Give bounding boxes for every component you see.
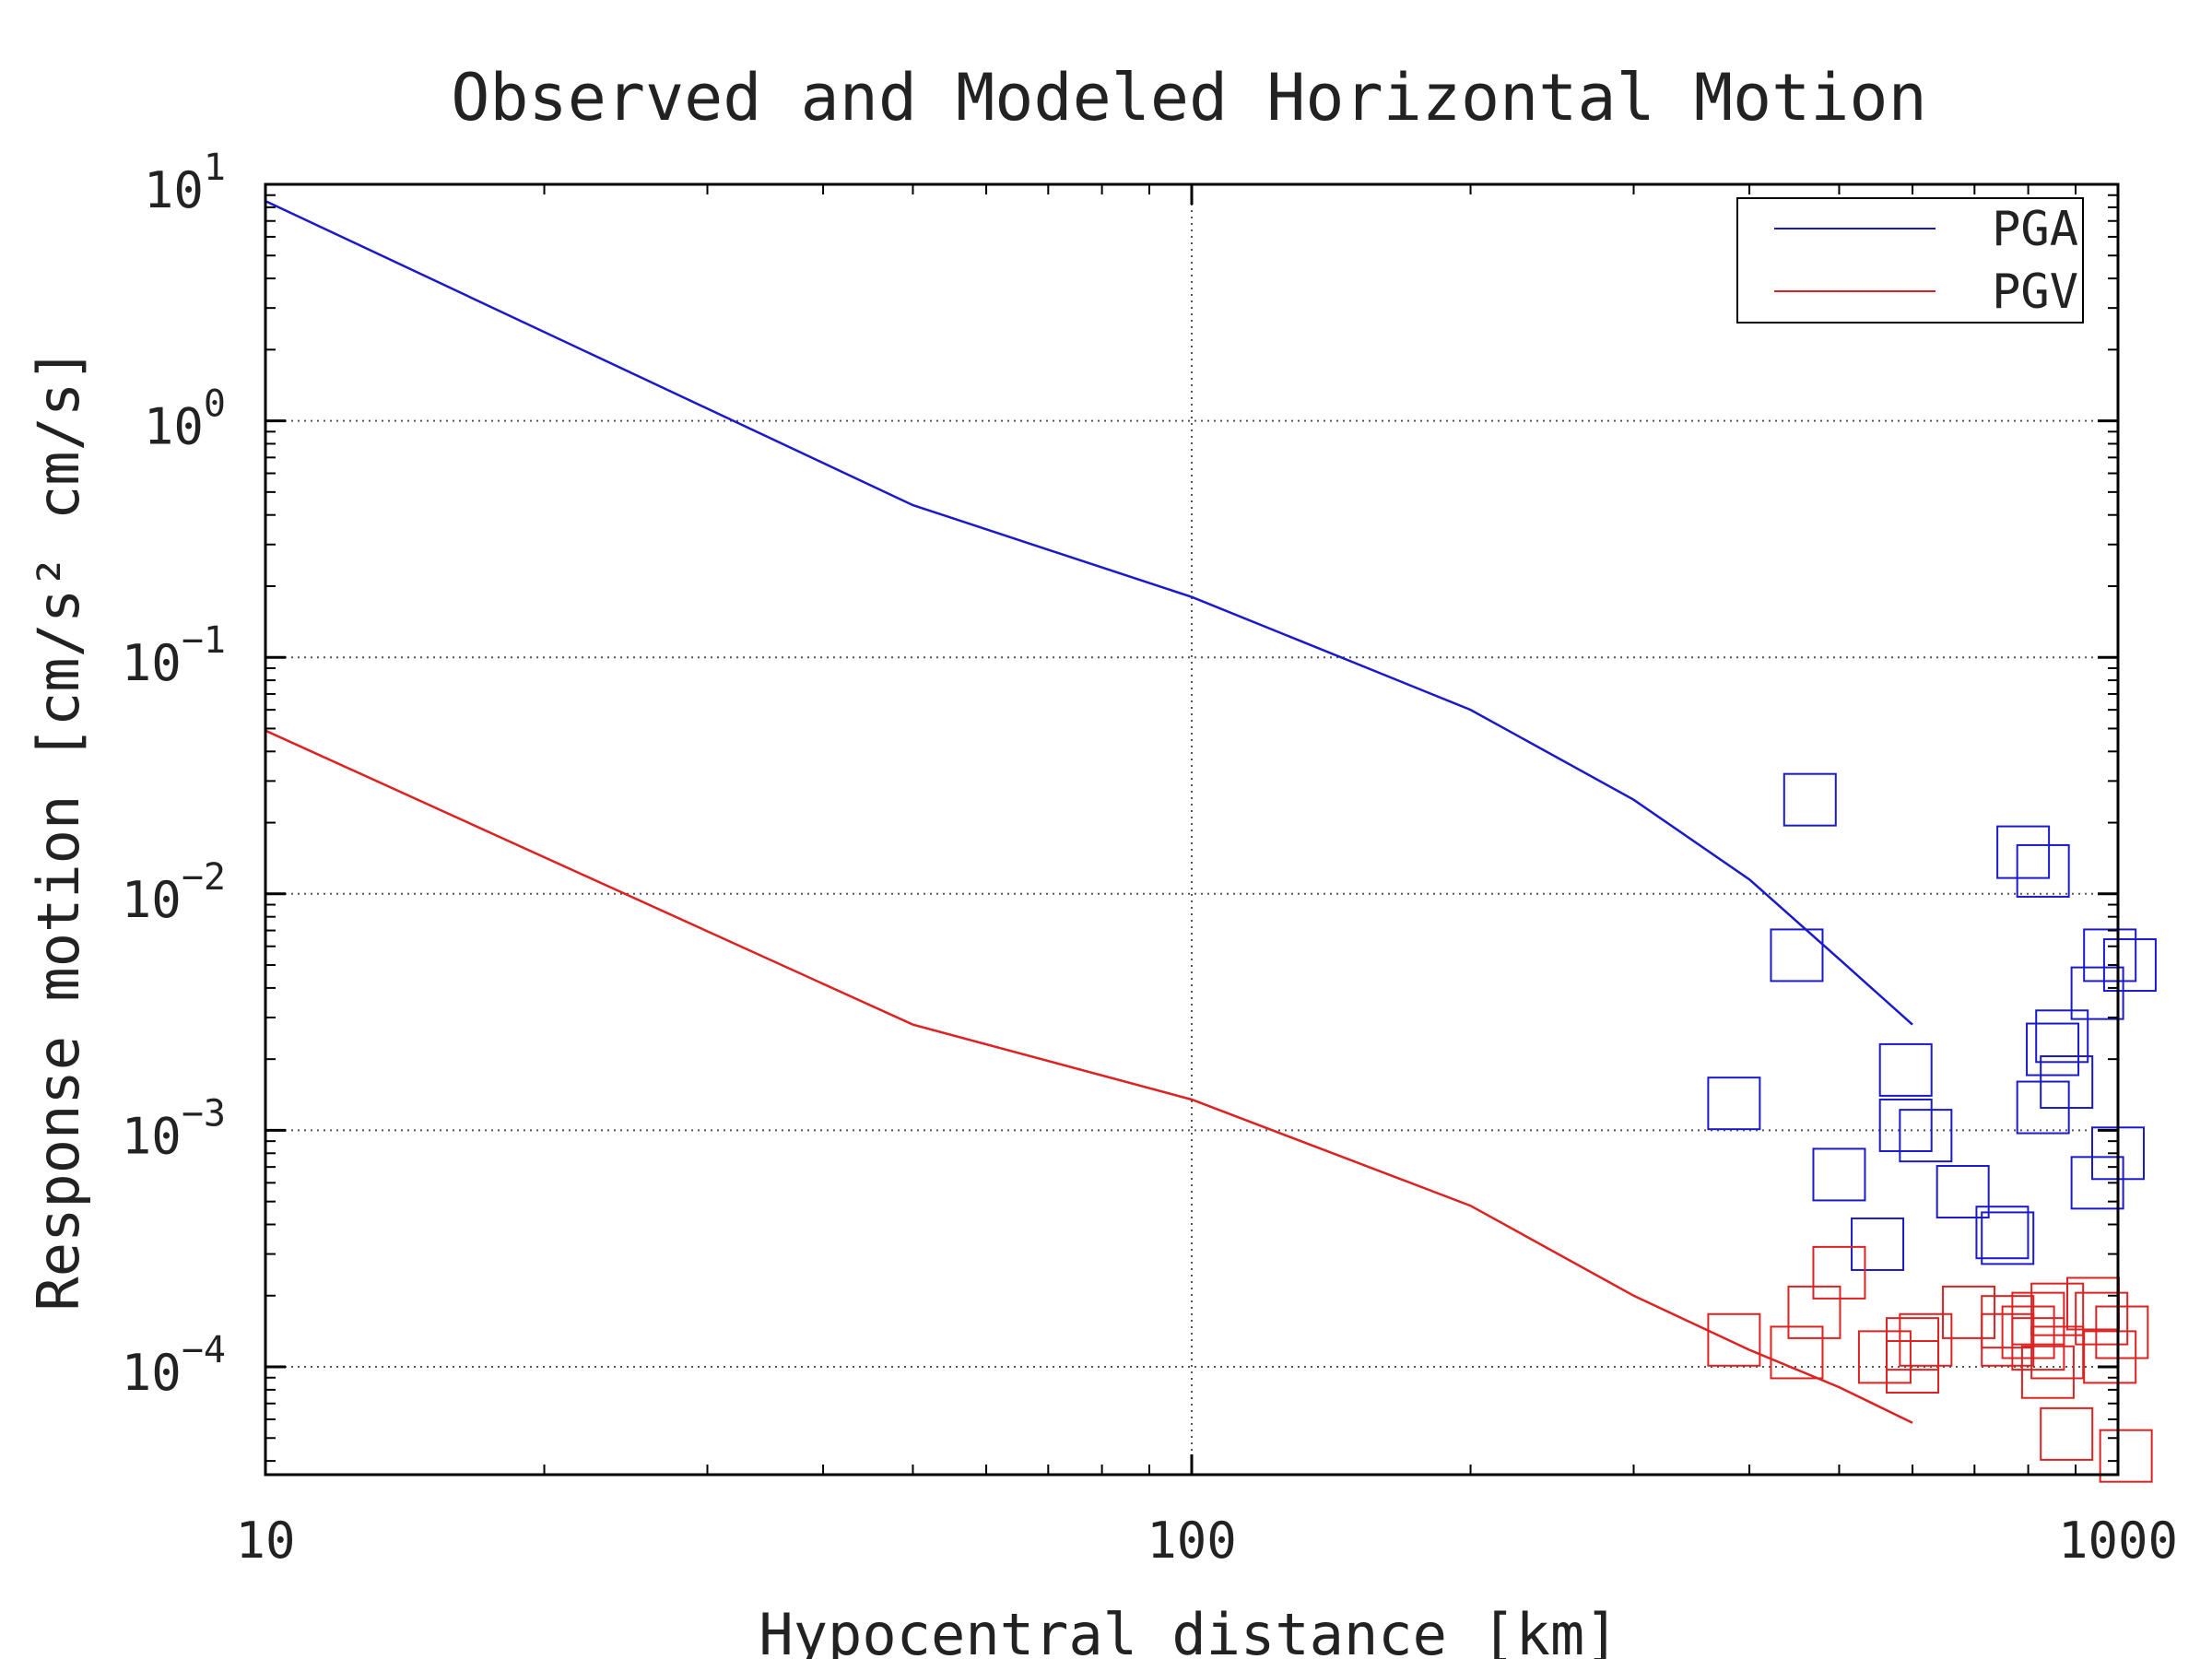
pgv-observation-marker (2020, 1345, 2075, 1399)
pga-observation-marker (2070, 1156, 2124, 1210)
pga-observation-marker (1878, 1098, 1933, 1152)
pgv-observation-marker (1770, 1325, 1824, 1380)
pgv-observation-marker (1899, 1312, 1953, 1367)
pga-observation-marker (2016, 843, 2070, 898)
pga-observation-marker (1707, 1077, 1761, 1131)
x-tick-label: 100 (1147, 1512, 1237, 1570)
x-tick-label: 1000 (2058, 1512, 2178, 1570)
pga-observation-marker (2083, 928, 2137, 982)
pgv-observation-marker (2040, 1406, 2094, 1461)
pgv-observation-marker (1857, 1330, 1912, 1384)
legend-label-pga: PGA (1992, 202, 2078, 257)
pgv-observation-marker (2011, 1291, 2065, 1346)
pga-model-line (265, 199, 1913, 1026)
x-axis-label: Hypocentral distance [km] (759, 1601, 1618, 1659)
pga-observation-marker (1981, 1211, 2035, 1265)
pgv-observation-marker (2030, 1282, 2085, 1336)
legend-label-pgv: PGV (1992, 265, 2078, 320)
pga-observation-marker (1899, 1109, 1953, 1163)
pgv-observation-marker (2095, 1305, 2149, 1359)
pgv-observation-marker (2075, 1291, 2129, 1346)
x-tick-label: 10 (235, 1512, 295, 1570)
pga-observation-marker (1975, 1206, 2030, 1260)
pgv-model-line (265, 729, 1913, 1424)
chart-title: Observed and Modeled Horizontal Motion (451, 60, 1926, 135)
y-tick-label: 10−3 (122, 1092, 226, 1165)
pgv-observation-marker (1812, 1245, 1866, 1300)
pga-observation-marker (1770, 928, 1824, 982)
grid (265, 184, 2118, 1475)
pgv-observation-marker (1886, 1340, 1940, 1394)
pga-observation-marker (2035, 1009, 2089, 1064)
series-points (1707, 772, 2157, 1483)
pgv-observation-marker (2083, 1330, 2137, 1384)
pgv-observation-marker (2001, 1305, 2055, 1359)
legend-box (1736, 197, 2084, 324)
pga-observation-marker (2070, 966, 2124, 1020)
pga-observation-marker (1851, 1217, 1905, 1271)
pga-observation-marker (1878, 1042, 1933, 1097)
legend: PGA PGV (1736, 197, 2084, 324)
pgv-observation-marker (2030, 1325, 2085, 1380)
pga-observation-marker (2102, 938, 2157, 993)
y-tick-label: 100 (144, 383, 226, 456)
pgv-observation-marker (1942, 1285, 1996, 1339)
series-lines (265, 199, 1913, 1424)
ticks (264, 182, 2120, 1475)
pgv-observation-marker (2099, 1429, 2153, 1483)
pga-observation-marker (2016, 1080, 2070, 1135)
y-tick-label: 10−2 (122, 856, 226, 929)
y-axis-label: Response motion [cm/s² cm/s] (25, 347, 92, 1311)
pga-observation-marker (1936, 1165, 1990, 1219)
pga-observation-marker (2026, 1022, 2080, 1077)
tick-labels: 10 100 1000 101 100 10−1 10−2 10−3 10−4 (122, 147, 2178, 1570)
pgv-observation-marker (1707, 1312, 1761, 1367)
pga-observation-marker (1783, 772, 1837, 827)
pga-observation-marker (1996, 825, 2051, 879)
pga-observation-marker (1812, 1147, 1866, 1202)
y-tick-label: 10−1 (122, 619, 226, 692)
y-tick-label: 101 (144, 147, 226, 219)
pgv-observation-marker (1981, 1312, 2035, 1367)
y-tick-label: 10−4 (122, 1329, 226, 1402)
